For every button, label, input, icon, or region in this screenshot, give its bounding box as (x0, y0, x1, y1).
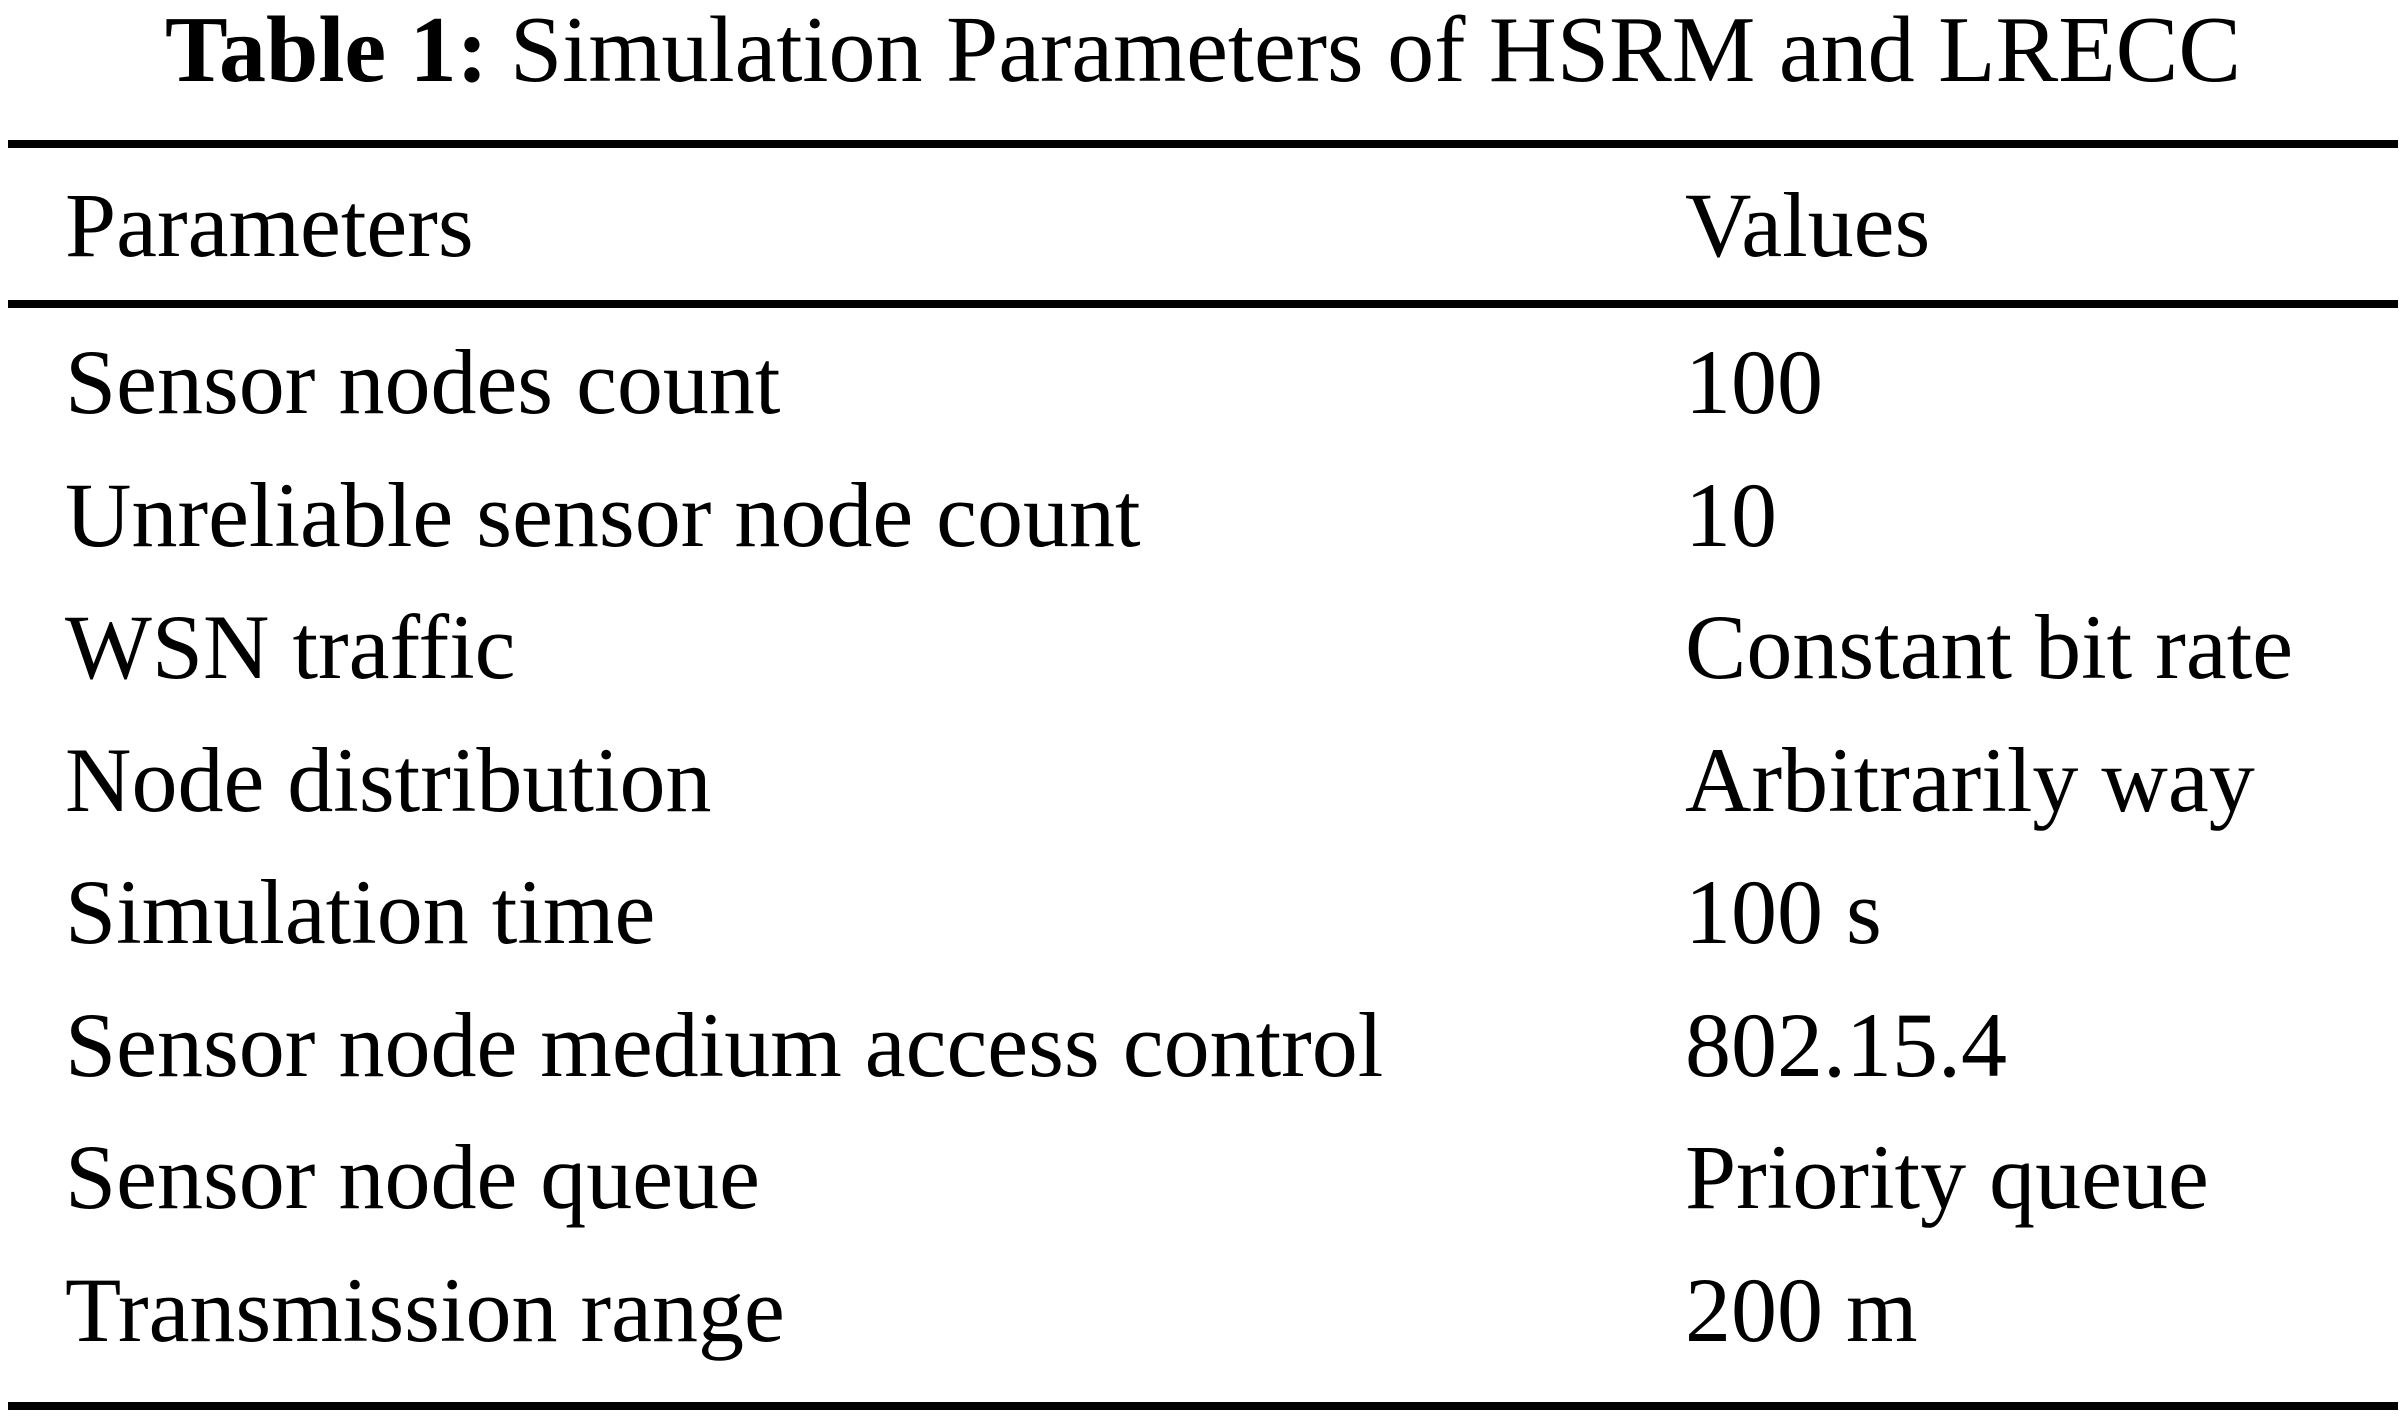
table-row: Sensor node medium access control 802.15… (0, 999, 2406, 1131)
value-cell: 100 s (1685, 861, 1882, 963)
table-caption-label: Table 1: (164, 0, 488, 102)
table-row: Node distribution Arbitrarily way (0, 734, 2406, 866)
table-row: Transmission range 200 m (0, 1264, 2406, 1396)
value-cell: Priority queue (1685, 1126, 2209, 1228)
value-cell: Constant bit rate (1685, 596, 2294, 698)
table-header-rule (8, 300, 2398, 308)
param-cell: Sensor node medium access control (65, 994, 1384, 1096)
param-cell: Unreliable sensor node count (65, 464, 1141, 566)
table-row: Simulation time 100 s (0, 866, 2406, 998)
table-header-row: Parameters Values (0, 179, 2406, 311)
param-cell: Transmission range (65, 1259, 785, 1361)
param-cell: WSN traffic (65, 596, 516, 698)
param-cell: Simulation time (65, 861, 656, 963)
param-cell: Sensor node queue (65, 1126, 760, 1228)
param-cell: Node distribution (65, 729, 712, 831)
value-cell: 10 (1685, 464, 1777, 566)
value-cell: 200 m (1685, 1259, 1918, 1361)
column-header-values: Values (1685, 174, 1931, 276)
column-header-parameters: Parameters (65, 174, 474, 276)
table-row: Sensor node queue Priority queue (0, 1131, 2406, 1263)
table-row: Sensor nodes count 100 (0, 336, 2406, 468)
table-top-rule (8, 140, 2398, 148)
table-caption-text: Simulation Parameters of HSRM and LRECC (509, 0, 2242, 102)
table-row: WSN traffic Constant bit rate (0, 601, 2406, 733)
table-row: Unreliable sensor node count 10 (0, 469, 2406, 601)
value-cell: 100 (1685, 331, 1823, 433)
value-cell: Arbitrarily way (1685, 729, 2255, 831)
table-bottom-rule (8, 1402, 2398, 1410)
value-cell: 802.15.4 (1685, 994, 2007, 1096)
param-cell: Sensor nodes count (65, 331, 781, 433)
table-caption: Table 1: Simulation Parameters of HSRM an… (0, 0, 2406, 106)
